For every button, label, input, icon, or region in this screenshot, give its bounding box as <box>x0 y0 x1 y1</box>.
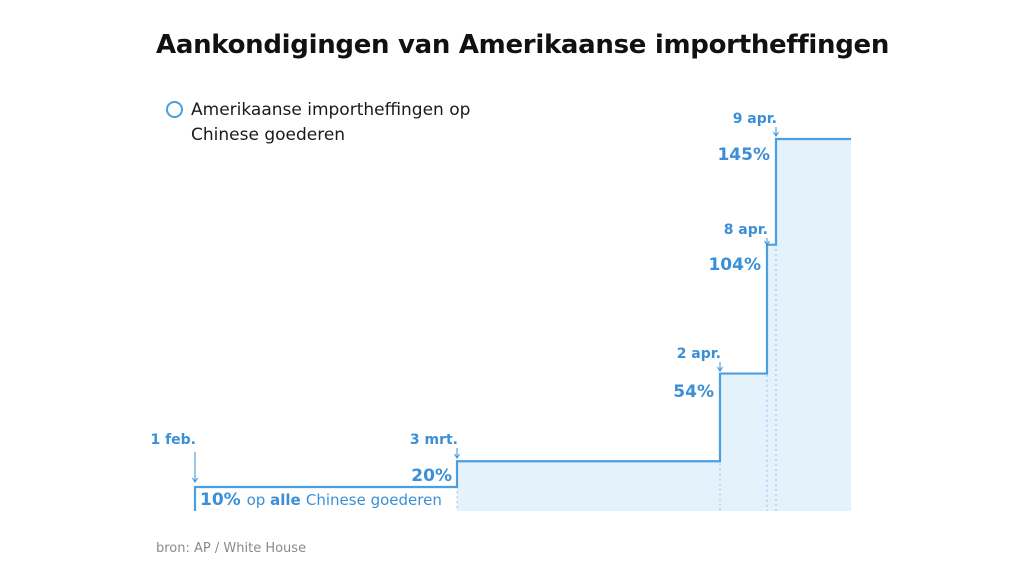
first-value-label: 10% op alle Chinese goederen <box>200 490 442 510</box>
date-arrow-head-icon <box>717 366 723 372</box>
date-label: 9 apr. <box>733 111 777 127</box>
value-label: 104% <box>708 255 761 275</box>
date-arrow-head-icon <box>454 453 460 459</box>
value-label: 20% <box>411 466 452 486</box>
date-arrow-head-icon <box>773 131 779 137</box>
date-label: 2 apr. <box>677 346 721 362</box>
area-fill <box>457 139 851 511</box>
source-note: bron: AP / White House <box>156 541 307 556</box>
series-step-line <box>193 137 851 511</box>
legend-marker-icon <box>166 101 183 118</box>
value-label: 145% <box>717 145 770 165</box>
chart-title: Aankondigingen van Amerikaanse importhef… <box>156 30 890 60</box>
date-label: 1 feb. <box>150 432 196 448</box>
date-label: 3 mrt. <box>410 432 458 448</box>
date-label: 8 apr. <box>724 222 768 238</box>
legend-label: Amerikaanse importheffingen op Chinese g… <box>191 100 471 145</box>
legend: Amerikaanse importheffingen op Chinese g… <box>166 98 491 148</box>
value-label: 54% <box>673 382 714 402</box>
date-arrow-head-icon <box>764 240 770 246</box>
date-arrow-head-icon <box>192 477 198 483</box>
